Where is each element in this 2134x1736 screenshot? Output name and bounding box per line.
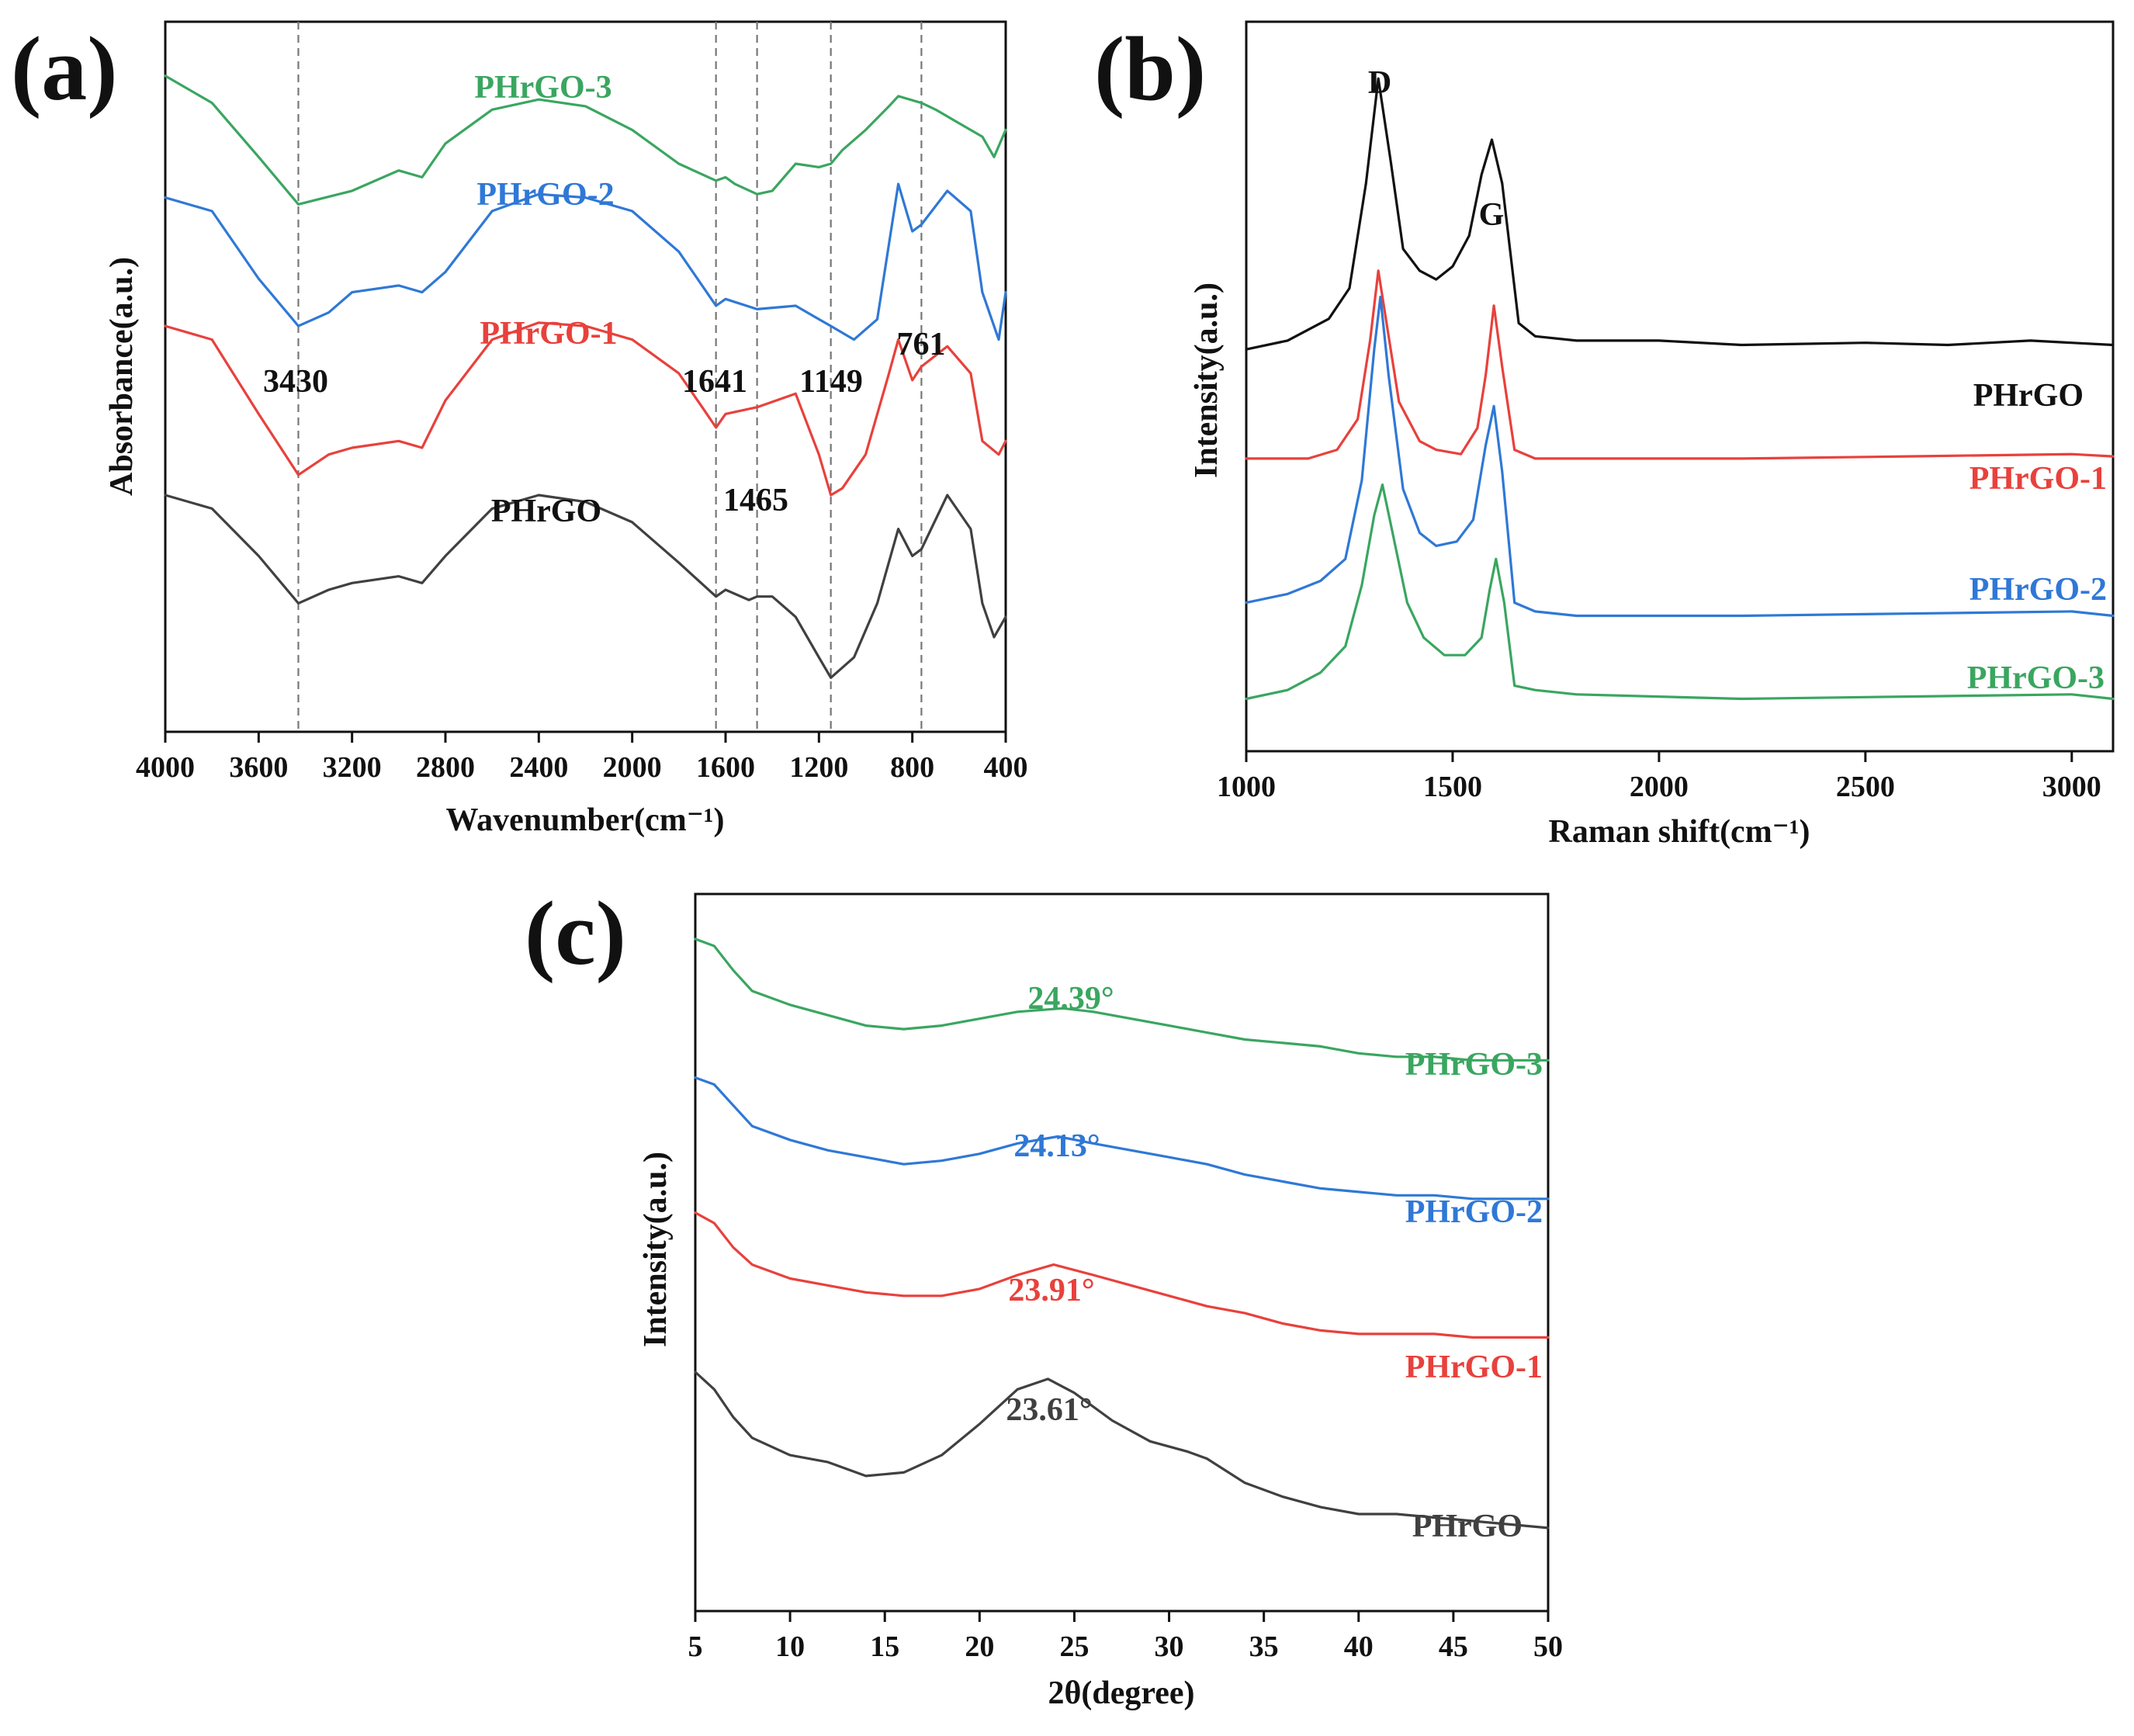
xrd-x-axis-title: 2θ(degree) xyxy=(1048,1675,1194,1711)
x-tick-label-50: 50 xyxy=(1533,1630,1563,1663)
x-tick-label-1600: 1600 xyxy=(696,751,755,784)
series-line-phrgo-2 xyxy=(694,1076,1550,1201)
x-tick-label-2800: 2800 xyxy=(416,751,475,784)
raman-label-phrgo: PHrGO xyxy=(1973,378,2084,414)
panel-label-a: (a) xyxy=(11,18,118,120)
series-line-phrgo xyxy=(164,494,1007,679)
ftir-annotation-3430: 3430 xyxy=(263,364,328,400)
xrd-peak-label-phrgo-2: 24.13° xyxy=(1013,1128,1100,1164)
x-tick-label-400: 400 xyxy=(984,751,1028,784)
ftir-annotation-761: 761 xyxy=(897,327,946,362)
xrd-label-phrgo-1: PHrGO-1 xyxy=(1405,1350,1543,1385)
ftir-label-phrgo-1: PHrGO-1 xyxy=(480,316,617,352)
xrd-series xyxy=(694,937,1550,1530)
xrd-label-phrgo-3: PHrGO-3 xyxy=(1405,1047,1543,1083)
raman-peak-d-label: D xyxy=(1368,65,1391,101)
x-tick-label-1500: 1500 xyxy=(1423,771,1482,803)
x-tick-label-1200: 1200 xyxy=(789,751,848,784)
ftir-plot-frame xyxy=(164,20,1007,733)
ftir-x-axis-title: Wavenumber(cm⁻¹) xyxy=(445,802,724,838)
xrd-x-ticks: 5 10 15 20 25 30 35 40 45 50 xyxy=(688,1611,1563,1663)
series-line-phrgo-2 xyxy=(164,182,1007,341)
xrd-peak-label-phrgo: 23.61° xyxy=(1006,1392,1092,1428)
ftir-annotation-1641: 1641 xyxy=(682,364,747,400)
x-tick-label-45: 45 xyxy=(1439,1630,1468,1663)
ftir-series xyxy=(164,74,1007,679)
raman-series xyxy=(1245,77,2115,701)
series-line-phrgo-3 xyxy=(1245,483,2115,701)
x-tick-label-10: 10 xyxy=(775,1630,805,1663)
x-tick-label-800: 800 xyxy=(890,751,934,784)
series-line-phrgo xyxy=(1245,77,2115,351)
panel-label-b: (b) xyxy=(1094,18,1206,120)
x-tick-label-3600: 3600 xyxy=(229,751,288,784)
x-tick-label-20: 20 xyxy=(965,1630,994,1663)
x-tick-label-3000: 3000 xyxy=(2042,771,2101,803)
xrd-chart: (c) 5 10 15 20 25 30 35 40 45 50 2θ(degree) Inten… xyxy=(525,882,1563,1711)
xrd-label-phrgo-2: PHrGO-2 xyxy=(1405,1194,1543,1230)
x-tick-label-30: 30 xyxy=(1155,1630,1184,1663)
xrd-y-axis-title: Intensity(a.u.) xyxy=(638,1152,674,1347)
panel-label-c: (c) xyxy=(525,882,626,984)
ftir-label-phrgo-3: PHrGO-3 xyxy=(474,70,611,106)
ftir-chart: (a) 4000 3600 3200 2800 2400 2000 1600 1200 800 4… xyxy=(11,18,1028,838)
x-tick-label-2400: 2400 xyxy=(509,751,568,784)
x-tick-label-2000: 2000 xyxy=(603,751,662,784)
series-line-phrgo-3 xyxy=(694,937,1550,1062)
raman-label-phrgo-1: PHrGO-1 xyxy=(1969,461,2107,497)
xrd-peak-label-phrgo-3: 24.39° xyxy=(1027,981,1114,1017)
x-tick-label-40: 40 xyxy=(1344,1630,1374,1663)
raman-label-phrgo-2: PHrGO-2 xyxy=(1969,572,2107,608)
series-line-phrgo-1 xyxy=(694,1211,1550,1339)
ftir-annotation-1465: 1465 xyxy=(723,483,788,518)
x-tick-label-15: 15 xyxy=(870,1630,899,1663)
ftir-label-phrgo: PHrGO xyxy=(491,494,601,529)
raman-label-phrgo-3: PHrGO-3 xyxy=(1967,660,2105,696)
raman-plot-frame xyxy=(1245,20,2115,753)
raman-peak-g-label: G xyxy=(1479,197,1505,233)
raman-y-axis-title: Intensity(a.u.) xyxy=(1189,282,1225,478)
raman-chart: (b) 1000 1500 2000 2500 3000 Raman shift(cm⁻… xyxy=(1094,18,2115,850)
raman-x-ticks: 1000 1500 2000 2500 3000 xyxy=(1217,751,2101,803)
series-line-phrgo-2 xyxy=(1245,296,2115,618)
ftir-x-ticks: 4000 3600 3200 2800 2400 2000 1600 1200 800 400 xyxy=(136,732,1028,784)
ftir-y-axis-title: Absorbance(a.u.) xyxy=(104,257,140,496)
series-line-phrgo-3 xyxy=(164,74,1007,206)
ftir-label-phrgo-2: PHrGO-2 xyxy=(476,177,614,213)
x-tick-label-35: 35 xyxy=(1249,1630,1279,1663)
ftir-annotation-1149: 1149 xyxy=(799,364,863,400)
xrd-plot-frame xyxy=(694,892,1550,1613)
x-tick-label-5: 5 xyxy=(688,1630,703,1663)
xrd-peak-label-phrgo-1: 23.91° xyxy=(1008,1273,1094,1308)
x-tick-label-25: 25 xyxy=(1059,1630,1089,1663)
x-tick-label-1000: 1000 xyxy=(1217,771,1276,803)
series-line-phrgo-1 xyxy=(1245,269,2115,460)
x-tick-label-2000: 2000 xyxy=(1630,771,1689,803)
x-tick-label-3200: 3200 xyxy=(323,751,382,784)
series-line-phrgo xyxy=(694,1370,1550,1530)
series-line-phrgo-1 xyxy=(164,321,1007,497)
raman-x-axis-title: Raman shift(cm⁻¹) xyxy=(1549,814,1810,850)
xrd-label-phrgo: PHrGO xyxy=(1412,1509,1523,1544)
x-tick-label-2500: 2500 xyxy=(1836,771,1895,803)
x-tick-label-4000: 4000 xyxy=(136,751,195,784)
